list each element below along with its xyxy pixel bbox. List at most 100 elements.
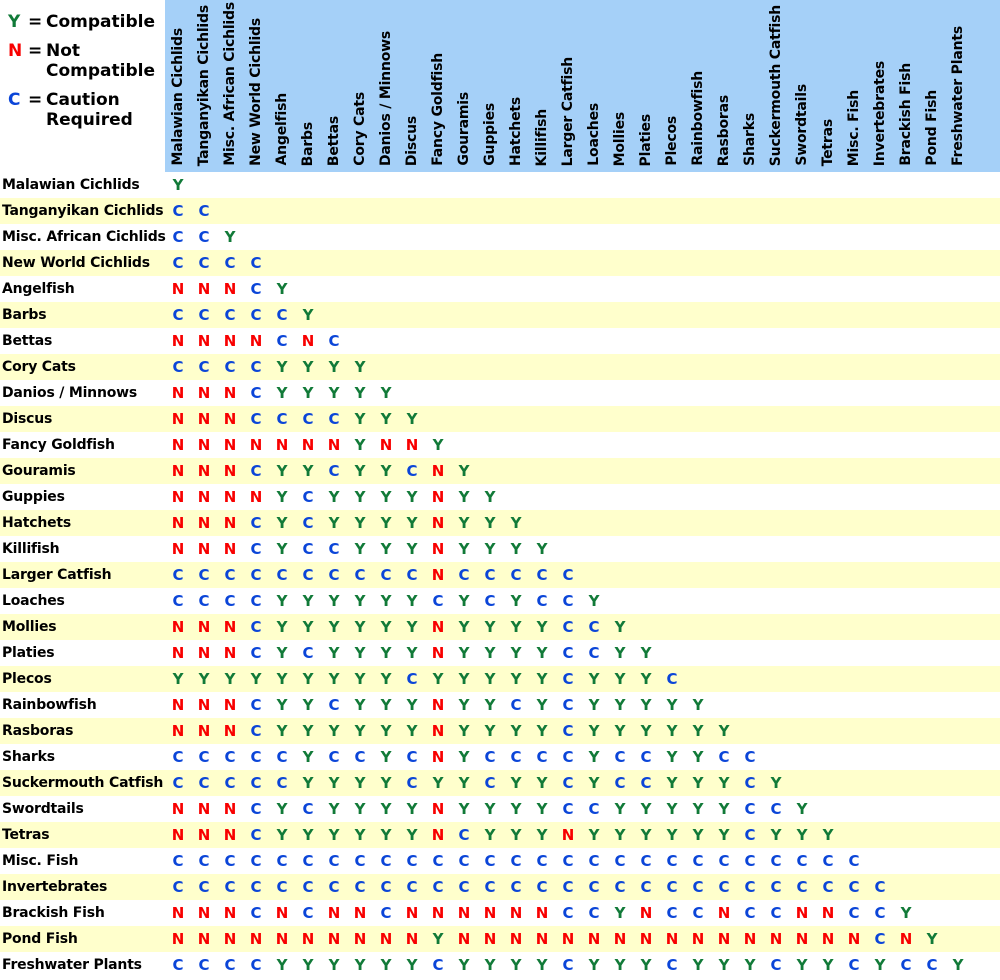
compatibility-cell: Y: [276, 488, 288, 506]
compatibility-cell: C: [588, 800, 600, 818]
compatibility-cell: Y: [354, 722, 366, 740]
compatibility-cell: C: [588, 904, 600, 922]
compatibility-cell: C: [536, 566, 548, 584]
column-header: Bettas: [326, 115, 342, 166]
compatibility-cell: C: [250, 514, 262, 532]
compatibility-cell: Y: [718, 774, 730, 792]
compatibility-cell: Y: [510, 774, 522, 792]
compatibility-cell: C: [562, 722, 574, 740]
compatibility-cell: Y: [874, 956, 886, 974]
legend-equals: =: [28, 12, 43, 32]
compatibility-cell: Y: [796, 800, 808, 818]
row-label: Fancy Goldfish: [2, 437, 115, 453]
compatibility-cell: Y: [302, 306, 314, 324]
compatibility-cell: C: [484, 878, 496, 896]
column-header: Larger Catfish: [560, 56, 576, 166]
compatibility-cell: C: [276, 410, 288, 428]
legend-label: Caution Required: [46, 90, 133, 131]
compatibility-cell: C: [692, 852, 704, 870]
compatibility-cell: Y: [458, 514, 470, 532]
compatibility-cell: C: [588, 618, 600, 636]
compatibility-cell: C: [510, 852, 522, 870]
column-header: Guppies: [482, 103, 498, 166]
compatibility-cell: N: [431, 618, 445, 636]
compatibility-cell: N: [197, 826, 211, 844]
legend-symbol: Y: [8, 12, 21, 32]
matrix-row: Killifish N N N C Y C C Y Y Y N Y Y Y Y: [0, 536, 1000, 562]
compatibility-cell: N: [847, 930, 861, 948]
compatibility-cell: Y: [354, 514, 366, 532]
compatibility-cell: C: [198, 774, 210, 792]
compatibility-cell: Y: [354, 800, 366, 818]
compatibility-cell: C: [250, 384, 262, 402]
matrix-row: Brackish Fish N N N C N C N N C N N N N N N C C Y N C C N C C N N C…: [0, 900, 1000, 926]
compatibility-cell: C: [250, 644, 262, 662]
compatibility-cell: C: [432, 956, 444, 974]
compatibility-cell: N: [613, 930, 627, 948]
compatibility-cell: C: [328, 748, 340, 766]
compatibility-cell: N: [171, 930, 185, 948]
compatibility-cell: Y: [796, 826, 808, 844]
compatibility-cell: Y: [458, 618, 470, 636]
compatibility-cell: N: [197, 436, 211, 454]
compatibility-cell: N: [431, 904, 445, 922]
legend-item: C = Caution Required: [8, 90, 165, 130]
compatibility-cell: C: [432, 852, 444, 870]
compatibility-cell: Y: [276, 514, 288, 532]
compatibility-cell: Y: [458, 644, 470, 662]
compatibility-cell: N: [587, 930, 601, 948]
compatibility-cell: Y: [640, 644, 652, 662]
compatibility-cell: C: [172, 956, 184, 974]
matrix-row: Gouramis N N N C Y Y C Y Y C N Y: [0, 458, 1000, 484]
compatibility-cell: C: [250, 722, 262, 740]
compatibility-cell: Y: [302, 358, 314, 376]
row-label: Misc. African Cichlids: [2, 229, 166, 245]
compatibility-cell: N: [197, 332, 211, 350]
compatibility-cell: Y: [484, 670, 496, 688]
compatibility-cell: C: [250, 566, 262, 584]
compatibility-cell: Y: [406, 722, 418, 740]
column-header: Tetras: [820, 118, 836, 166]
compatibility-cell: N: [197, 800, 211, 818]
compatibility-cell: Y: [692, 748, 704, 766]
compatibility-cell: Y: [640, 670, 652, 688]
compatibility-cell: N: [197, 904, 211, 922]
column-headers: Malawian Cichlids Tanganyikan Cichlids Mis…: [165, 0, 1000, 172]
compatibility-cell: C: [328, 332, 340, 350]
compatibility-cell: N: [275, 436, 289, 454]
compatibility-cell: N: [327, 436, 341, 454]
legend-label: Not Compatible: [46, 41, 155, 82]
compatibility-cell: C: [796, 852, 808, 870]
compatibility-cell: N: [431, 540, 445, 558]
compatibility-cell: N: [353, 930, 367, 948]
compatibility-cell: N: [327, 930, 341, 948]
compatibility-cell: C: [224, 358, 236, 376]
column-header: New World Cichlids: [248, 18, 264, 166]
compatibility-cell: C: [666, 904, 678, 922]
compatibility-cell: Y: [666, 800, 678, 818]
compatibility-cell: C: [224, 748, 236, 766]
compatibility-cell: Y: [328, 384, 340, 402]
compatibility-cell: Y: [406, 644, 418, 662]
compatibility-cell: Y: [328, 670, 340, 688]
column-header: Rainbowfish: [690, 71, 706, 166]
compatibility-cell: C: [718, 748, 730, 766]
compatibility-cell: N: [509, 904, 523, 922]
compatibility-cell: Y: [718, 826, 730, 844]
compatibility-cell: Y: [588, 696, 600, 714]
compatibility-cell: C: [172, 852, 184, 870]
compatibility-cell: Y: [354, 618, 366, 636]
compatibility-cell: N: [223, 514, 237, 532]
compatibility-cell: C: [588, 644, 600, 662]
compatibility-cell: Y: [406, 826, 418, 844]
legend-symbol: C: [8, 90, 21, 111]
row-label: Brackish Fish: [2, 905, 105, 921]
matrix-row: Malawian Cichlids Y: [0, 172, 1000, 198]
compatibility-cell: C: [276, 748, 288, 766]
compatibility-cell: N: [197, 930, 211, 948]
compatibility-cell: C: [276, 332, 288, 350]
compatibility-cell: C: [354, 852, 366, 870]
compatibility-cell: Y: [458, 488, 470, 506]
